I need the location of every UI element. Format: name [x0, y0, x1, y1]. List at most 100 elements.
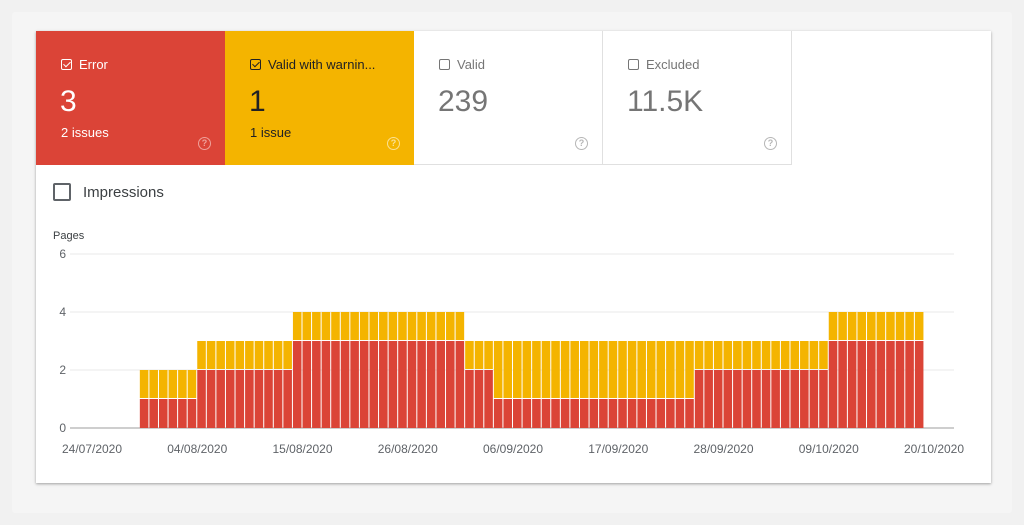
bar-error [379, 341, 388, 428]
bar-error [245, 370, 254, 428]
y-tick-label: 2 [59, 363, 66, 377]
checkbox-checked-icon[interactable] [61, 59, 72, 70]
bar-warning [503, 341, 512, 398]
help-icon[interactable]: ? [387, 137, 400, 150]
bar-warning [847, 312, 857, 340]
bar-warning [407, 312, 417, 340]
bar-error [283, 370, 292, 428]
bar-warning [713, 341, 723, 369]
tile-warning-label: Valid with warnin... [268, 57, 376, 72]
bar-error [608, 399, 618, 428]
bar-error [388, 341, 398, 428]
bar-error [139, 399, 149, 428]
tile-warning[interactable]: Valid with warnin... 1 1 issue ? [225, 31, 414, 165]
bar-warning [350, 312, 359, 340]
bar-error [876, 341, 886, 428]
y-tick-label: 6 [59, 247, 66, 261]
help-icon[interactable]: ? [764, 137, 777, 150]
bar-warning [225, 341, 235, 369]
bar-error [694, 370, 704, 428]
bar-warning [283, 341, 292, 369]
bar-error [503, 399, 512, 428]
bar-error [455, 341, 465, 428]
bar-error [857, 341, 867, 428]
bar-error [350, 341, 359, 428]
checkbox-unchecked-icon[interactable] [53, 183, 71, 201]
help-icon[interactable]: ? [198, 137, 211, 150]
bar-error [599, 399, 608, 428]
bar-error [264, 370, 273, 428]
x-tick-label: 04/08/2020 [167, 442, 227, 456]
bar-warning [264, 341, 273, 369]
tile-valid-header: Valid [439, 57, 485, 72]
bar-error [819, 370, 828, 428]
bar-error [331, 341, 340, 428]
bar-warning [235, 341, 245, 369]
impressions-toggle[interactable]: Impressions [53, 183, 164, 201]
bar-warning [819, 341, 828, 369]
bar-warning [321, 312, 331, 340]
bar-warning [197, 341, 206, 369]
bar-error [685, 399, 694, 428]
bar-warning [493, 341, 503, 398]
bar-error [809, 370, 819, 428]
bar-warning [302, 312, 312, 340]
bar-error [446, 341, 455, 428]
x-tick-label: 06/09/2020 [483, 442, 543, 456]
bar-warning [857, 312, 867, 340]
bar-warning [216, 341, 225, 369]
tile-valid[interactable]: Valid 239 ? [414, 31, 603, 165]
bar-error [158, 399, 168, 428]
x-ticks: 24/07/2020 04/08/2020 15/08/2020 26/08/2020… [62, 442, 964, 456]
bar-warning [398, 312, 407, 340]
y-ticks: 0 2 4 6 [59, 247, 66, 435]
bar-warning [570, 341, 579, 398]
bar-warning [608, 341, 618, 398]
bar-warning [312, 312, 321, 340]
tile-excluded-header: Excluded [628, 57, 699, 72]
bar-error [847, 341, 857, 428]
bar-warning [254, 341, 264, 369]
bar-error [292, 341, 302, 428]
x-tick-label: 17/09/2020 [588, 442, 648, 456]
bar-error [570, 399, 579, 428]
bar-warning [158, 370, 168, 398]
bar-warning [780, 341, 790, 369]
bar-error [656, 399, 666, 428]
bar-warning [388, 312, 398, 340]
tile-warning-header: Valid with warnin... [250, 57, 375, 72]
checkbox-unchecked-icon[interactable] [439, 59, 450, 70]
tile-excluded[interactable]: Excluded 11.5K ? [603, 31, 792, 165]
bar-warning [761, 341, 771, 369]
bar-error [493, 399, 503, 428]
bar-warning [369, 312, 379, 340]
checkbox-checked-icon[interactable] [250, 59, 261, 70]
checkbox-unchecked-icon[interactable] [628, 59, 639, 70]
bar-error [723, 370, 733, 428]
bar-error [187, 399, 197, 428]
bar-error [675, 399, 685, 428]
bar-error [637, 399, 646, 428]
bar-error [704, 370, 713, 428]
tile-warning-issues: 1 issue [250, 125, 292, 140]
x-tick-label: 26/08/2020 [378, 442, 438, 456]
tile-error[interactable]: Error 3 2 issues ? [36, 31, 225, 165]
tile-error-issues: 2 issues [61, 125, 109, 140]
x-tick-label: 15/08/2020 [272, 442, 332, 456]
bar-error [254, 370, 264, 428]
bar-warning [618, 341, 627, 398]
bar-warning [704, 341, 713, 369]
x-tick-label: 28/09/2020 [693, 442, 753, 456]
bar-warning [828, 312, 838, 340]
bar-error [178, 399, 187, 428]
bar-error [579, 399, 589, 428]
bar-warning [589, 341, 599, 398]
bar-error [752, 370, 761, 428]
bar-warning [723, 341, 733, 369]
bar-error [867, 341, 876, 428]
bar-error [666, 399, 675, 428]
tile-warning-value: 1 [249, 85, 266, 118]
bar-error [560, 399, 570, 428]
help-icon[interactable]: ? [575, 137, 588, 150]
bar-warning [455, 312, 465, 340]
